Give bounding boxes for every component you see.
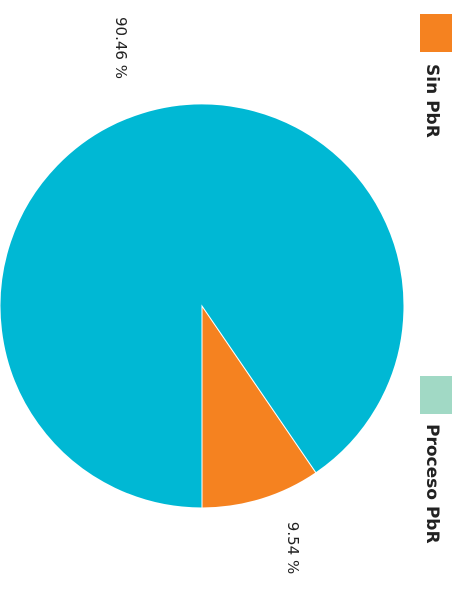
legend-label-sin-pbr: Sin PbR	[422, 64, 442, 138]
legend-label-proceso-pbr: Proceso PbR	[422, 424, 442, 544]
pie-slice-sin-pbr	[201, 304, 317, 509]
slice-label-sin-pbr: 9.54 %	[284, 522, 302, 574]
legend-swatch-sin-pbr	[420, 14, 452, 52]
legend: Sin PbR Proceso PbR	[420, 14, 452, 544]
legend-swatch-proceso-pbr	[420, 376, 452, 414]
slice-label-rest: 90.46 %	[112, 17, 130, 79]
pie-slice-otros	[0, 103, 405, 509]
pie-slices	[0, 103, 405, 509]
